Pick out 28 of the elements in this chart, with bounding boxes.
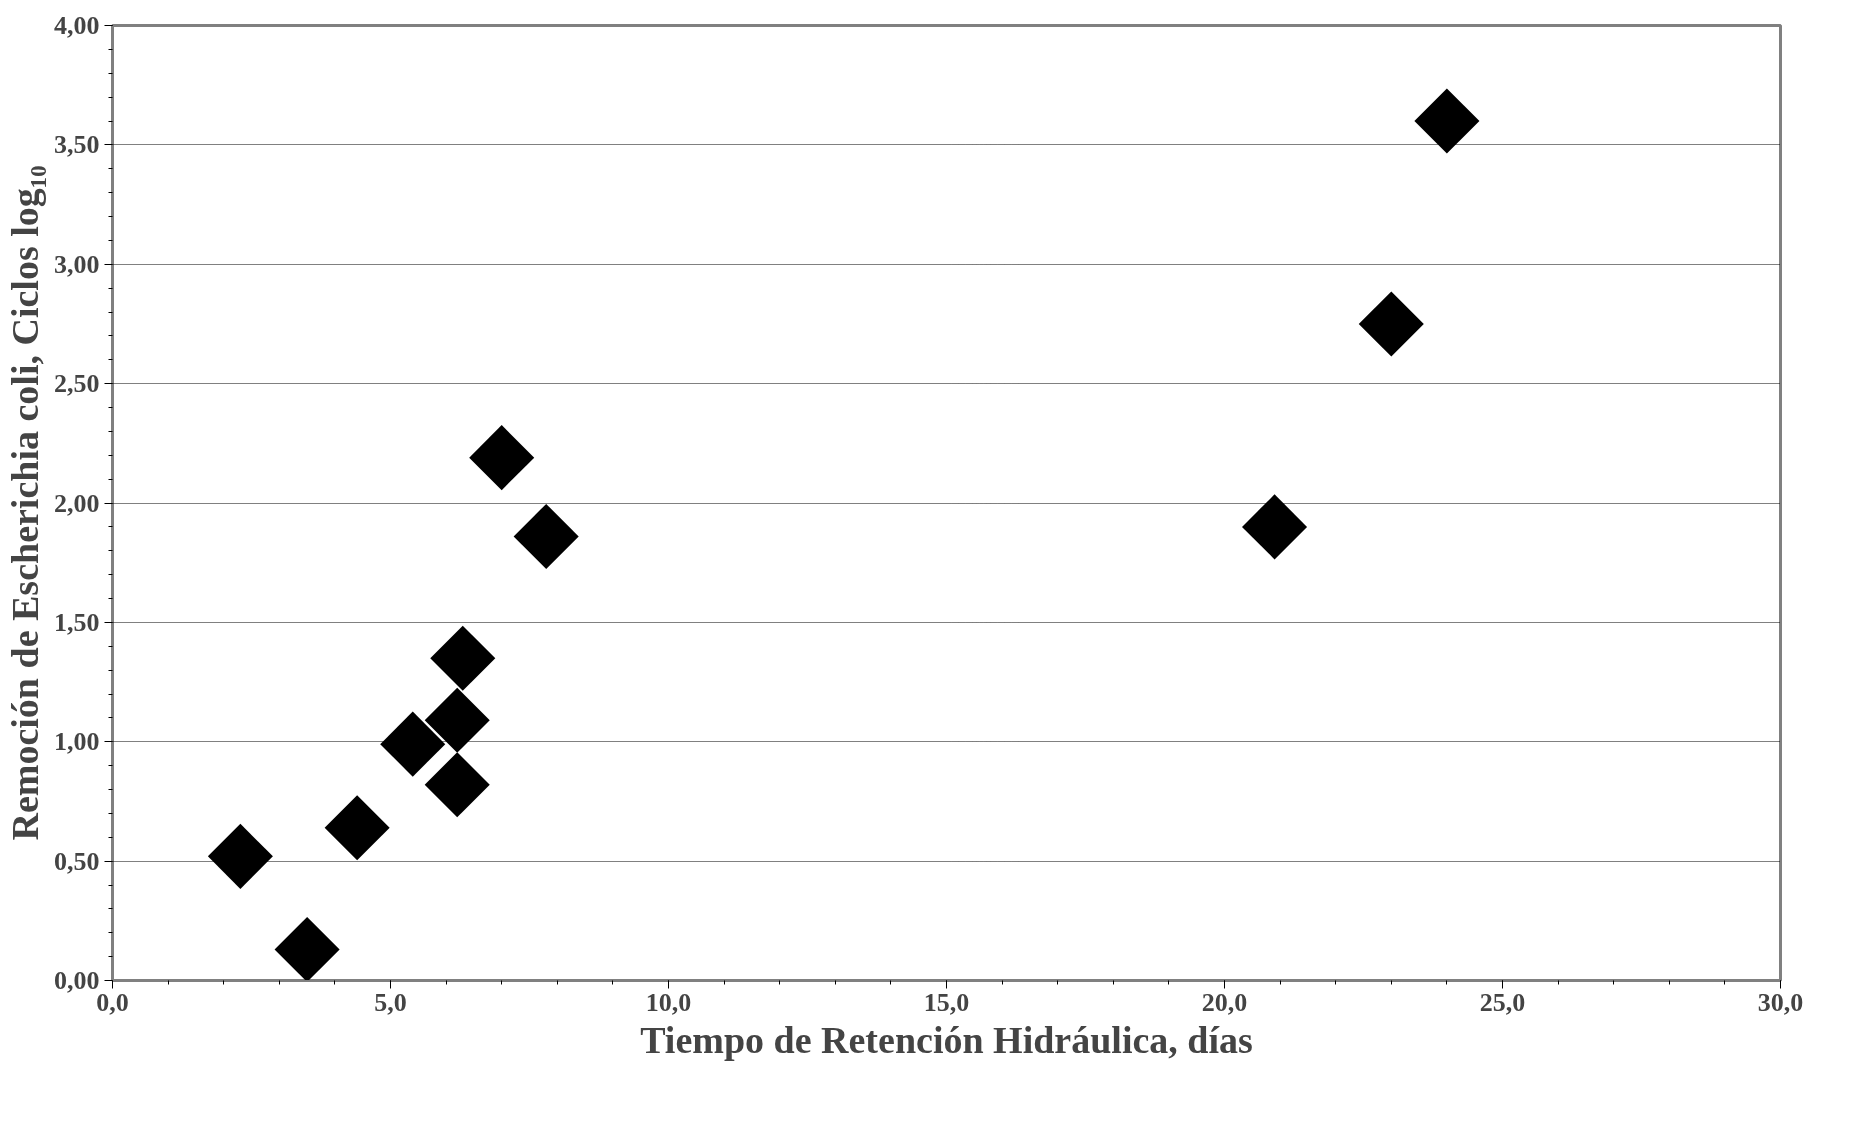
y-tick-label: 1,00	[54, 727, 100, 757]
point	[424, 752, 490, 818]
point	[1414, 88, 1480, 154]
x-tick-label: 15,0	[923, 987, 970, 1017]
point	[469, 425, 535, 491]
point	[274, 916, 340, 981]
y-tick-label: 3,00	[54, 249, 100, 279]
point	[513, 503, 579, 569]
x-tick-label: 5,0	[374, 987, 407, 1017]
point	[1242, 494, 1308, 560]
y-axis-title: Remoción de Escherichia coli, Ciclos log₁₀	[4, 165, 46, 841]
x-tick-label: 10,0	[645, 987, 692, 1017]
y-tick-label: 2,00	[54, 488, 100, 518]
x-tick-label: 30,0	[1757, 987, 1804, 1017]
x-axis-title: Tiempo de Retención Hidráulica, días	[640, 1018, 1253, 1061]
point	[324, 795, 390, 861]
point	[1358, 291, 1424, 357]
point	[380, 711, 446, 777]
y-tick-label: 1,50	[54, 607, 100, 637]
y-tick-label: 4,00	[54, 11, 100, 40]
y-tick-label: 0,50	[54, 846, 100, 876]
point	[430, 625, 496, 691]
y-tick-label: 2,50	[54, 369, 100, 399]
point	[207, 823, 273, 889]
y-tick-label: 3,50	[54, 130, 100, 160]
x-tick-label: 25,0	[1479, 987, 1526, 1017]
x-tick-label: 20,0	[1201, 987, 1248, 1017]
point	[424, 687, 490, 753]
